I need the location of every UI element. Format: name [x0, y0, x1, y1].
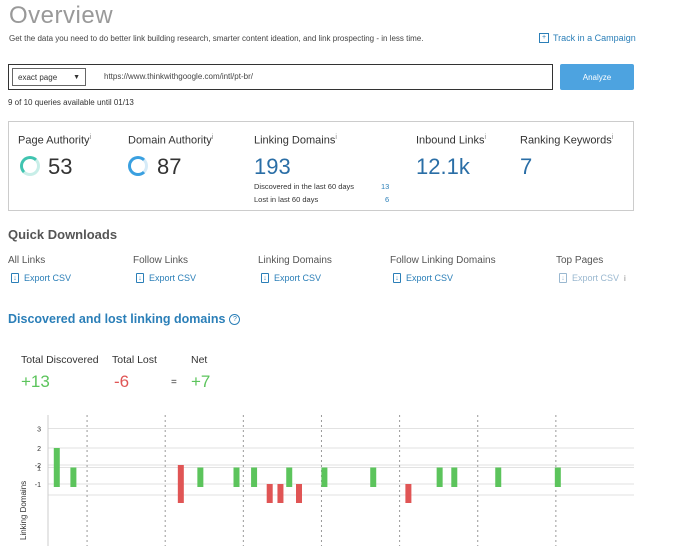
- lost-bar[interactable]: [405, 484, 412, 503]
- export-csv-label: Export CSV: [24, 273, 72, 283]
- info-icon[interactable]: i: [211, 134, 214, 141]
- linking-domains-label: Linking Domainsi: [254, 134, 337, 147]
- discovered-bar[interactable]: [370, 467, 377, 488]
- y-tick-label: -2: [35, 463, 41, 470]
- discovered-60-label: Discovered in the last 60 days: [254, 182, 355, 191]
- download-icon: ↓: [393, 273, 401, 283]
- queries-remaining: 9 of 10 queries available until 01/13: [8, 98, 134, 107]
- discovered-bar[interactable]: [286, 467, 293, 488]
- export-csv-top-pages[interactable]: ↓ Export CSV i: [559, 273, 626, 283]
- y-tick-label: 3: [37, 427, 41, 434]
- discovered-60-value[interactable]: 13: [381, 182, 390, 191]
- discovered-bar[interactable]: [53, 448, 60, 487]
- discovered-bar[interactable]: [233, 467, 240, 488]
- info-icon[interactable]: i: [89, 134, 92, 141]
- total-discovered-value: +13: [21, 372, 50, 391]
- lost-bar[interactable]: [266, 484, 273, 503]
- discovered-bar[interactable]: [495, 467, 502, 488]
- net-value: +7: [191, 372, 211, 391]
- ranking-keywords-value: 7: [520, 154, 533, 179]
- export-csv-label: Export CSV: [406, 273, 454, 283]
- lost-60-value[interactable]: 6: [385, 195, 390, 204]
- inbound-links-label: Inbound Linksi: [416, 134, 487, 147]
- info-icon[interactable]: i: [611, 134, 614, 141]
- export-csv-linking-domains[interactable]: ↓ Export CSV: [261, 273, 321, 283]
- download-label-linking-domains: Linking Domains: [258, 255, 332, 266]
- help-icon[interactable]: ?: [229, 313, 241, 325]
- y-tick-label: 2: [37, 446, 41, 453]
- total-discovered-label: Total Discovered: [21, 354, 99, 366]
- export-csv-label: Export CSV: [274, 273, 322, 283]
- inbound-links-value: 12.1k: [416, 154, 470, 179]
- lost-60-label: Lost in last 60 days: [254, 195, 319, 204]
- discovered-lost-title: Discovered and lost linking domains ?: [8, 312, 241, 326]
- discovered-lost-title-text: Discovered and lost linking domains: [8, 312, 226, 326]
- domain-authority-value: 87: [157, 154, 182, 179]
- page-authority-ring-icon: [20, 156, 40, 176]
- caret-down-icon: ▼: [73, 73, 80, 81]
- export-csv-all-links[interactable]: ↓ Export CSV: [11, 273, 71, 283]
- download-icon: ↓: [11, 273, 19, 283]
- download-label-follow-links: Follow Links: [133, 255, 189, 266]
- info-icon[interactable]: i: [335, 134, 337, 141]
- download-label-all-links: All Links: [8, 255, 46, 266]
- mode-select[interactable]: exact page ▼: [12, 68, 86, 86]
- y-axis-label: Linking Domains: [19, 481, 28, 540]
- total-lost-label: Total Lost: [112, 354, 157, 366]
- plus-box-icon: +: [539, 33, 549, 43]
- lost-bar[interactable]: [277, 484, 284, 503]
- linking-domains-chart: 4321-1-2 Linking Domains: [19, 415, 634, 546]
- track-in-campaign-link[interactable]: + Track in a Campaign: [539, 33, 636, 43]
- export-csv-follow-linking-domains[interactable]: ↓ Export CSV: [393, 273, 453, 283]
- download-label-follow-linking-domains: Follow Linking Domains: [390, 255, 496, 266]
- domain-authority-ring-icon: [128, 156, 148, 176]
- lost-bar[interactable]: [296, 484, 303, 503]
- discovered-bar[interactable]: [554, 467, 561, 488]
- download-icon: ↓: [559, 273, 567, 283]
- export-csv-label: Export CSV: [149, 273, 197, 283]
- discovered-bar[interactable]: [436, 467, 443, 488]
- export-csv-follow-links[interactable]: ↓ Export CSV: [136, 273, 196, 283]
- discovered-bar[interactable]: [197, 467, 204, 488]
- y-tick-label: -1: [35, 482, 41, 489]
- download-icon: ↓: [261, 273, 269, 283]
- metrics-panel: [8, 121, 634, 211]
- page-authority-label: Page Authorityi: [18, 134, 92, 147]
- mode-select-value: exact page: [18, 72, 58, 82]
- y-tick-label: 1: [37, 466, 41, 473]
- page-subtitle: Get the data you need to do better link …: [9, 34, 424, 43]
- ranking-keywords-label: Ranking Keywordsi: [520, 134, 614, 147]
- export-csv-label: Export CSV: [572, 273, 620, 283]
- discovered-bar[interactable]: [451, 467, 458, 488]
- analyze-button[interactable]: Analyze: [560, 64, 634, 90]
- info-icon[interactable]: i: [624, 273, 626, 283]
- domain-authority-label: Domain Authorityi: [128, 134, 214, 147]
- net-label: Net: [191, 354, 208, 366]
- download-icon: ↓: [136, 273, 144, 283]
- equals-sign: =: [171, 377, 177, 388]
- info-icon[interactable]: i: [484, 134, 487, 141]
- download-label-top-pages: Top Pages: [556, 255, 604, 266]
- lost-bar[interactable]: [177, 465, 184, 503]
- page-title: Overview: [9, 2, 114, 29]
- discovered-bar[interactable]: [321, 467, 328, 488]
- quick-downloads-title: Quick Downloads: [8, 227, 118, 242]
- url-search-bar[interactable]: [8, 64, 553, 90]
- linking-domains-value: 193: [254, 154, 291, 179]
- page-authority-value: 53: [48, 154, 73, 179]
- total-lost-value: -6: [114, 372, 130, 391]
- url-input[interactable]: https://www.thinkwithgoogle.com/intl/pt-…: [104, 72, 253, 81]
- track-in-campaign-label: Track in a Campaign: [553, 33, 636, 43]
- discovered-bar[interactable]: [70, 467, 77, 488]
- discovered-bar[interactable]: [251, 467, 258, 488]
